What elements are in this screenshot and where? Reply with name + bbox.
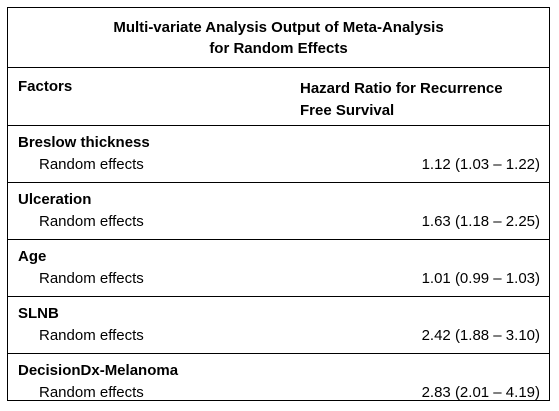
- table-row-breslow-thickness: Breslow thickness Random effects 1.12 (1…: [8, 126, 549, 183]
- table-row-ulceration: Ulceration Random effects 1.63 (1.18 – 2…: [8, 183, 549, 240]
- hazard-ratio-value: 2.83 (2.01 – 4.19): [421, 384, 540, 401]
- table-row-slnb: SLNB Random effects 2.42 (1.88 – 3.10): [8, 297, 549, 354]
- table-row-age: Age Random effects 1.01 (0.99 – 1.03): [8, 240, 549, 297]
- header-factors: Factors: [18, 78, 73, 95]
- table-title: Multi-variate Analysis Output of Meta-An…: [8, 8, 549, 68]
- table-title-line-1: Multi-variate Analysis Output of Meta-An…: [113, 19, 444, 36]
- factor-name: SLNB: [18, 305, 59, 322]
- table-row-decisiondx-melanoma: DecisionDx-Melanoma Random effects 2.83 …: [8, 354, 549, 411]
- table-header: Factors Hazard Ratio for Recurrence Free…: [8, 68, 549, 126]
- header-hazard-ratio: Hazard Ratio for Recurrence Free Surviva…: [300, 78, 540, 122]
- hazard-ratio-value: 1.01 (0.99 – 1.03): [421, 270, 540, 287]
- table-title-line-2: for Random Effects: [209, 40, 348, 57]
- factor-name: DecisionDx-Melanoma: [18, 362, 179, 379]
- header-hazard-ratio-line-1: Hazard Ratio for Recurrence: [300, 80, 503, 97]
- hazard-ratio-value: 1.63 (1.18 – 2.25): [421, 213, 540, 230]
- factor-name: Breslow thickness: [18, 134, 150, 151]
- effect-label: Random effects: [39, 270, 144, 287]
- results-table: Multi-variate Analysis Output of Meta-An…: [7, 7, 550, 401]
- header-hazard-ratio-line-2: Free Survival: [300, 102, 395, 119]
- effect-label: Random effects: [39, 213, 144, 230]
- factor-name: Age: [18, 248, 47, 265]
- hazard-ratio-value: 2.42 (1.88 – 3.10): [421, 327, 540, 344]
- effect-label: Random effects: [39, 384, 144, 401]
- hazard-ratio-value: 1.12 (1.03 – 1.22): [421, 156, 540, 173]
- effect-label: Random effects: [39, 327, 144, 344]
- factor-name: Ulceration: [18, 191, 92, 208]
- effect-label: Random effects: [39, 156, 144, 173]
